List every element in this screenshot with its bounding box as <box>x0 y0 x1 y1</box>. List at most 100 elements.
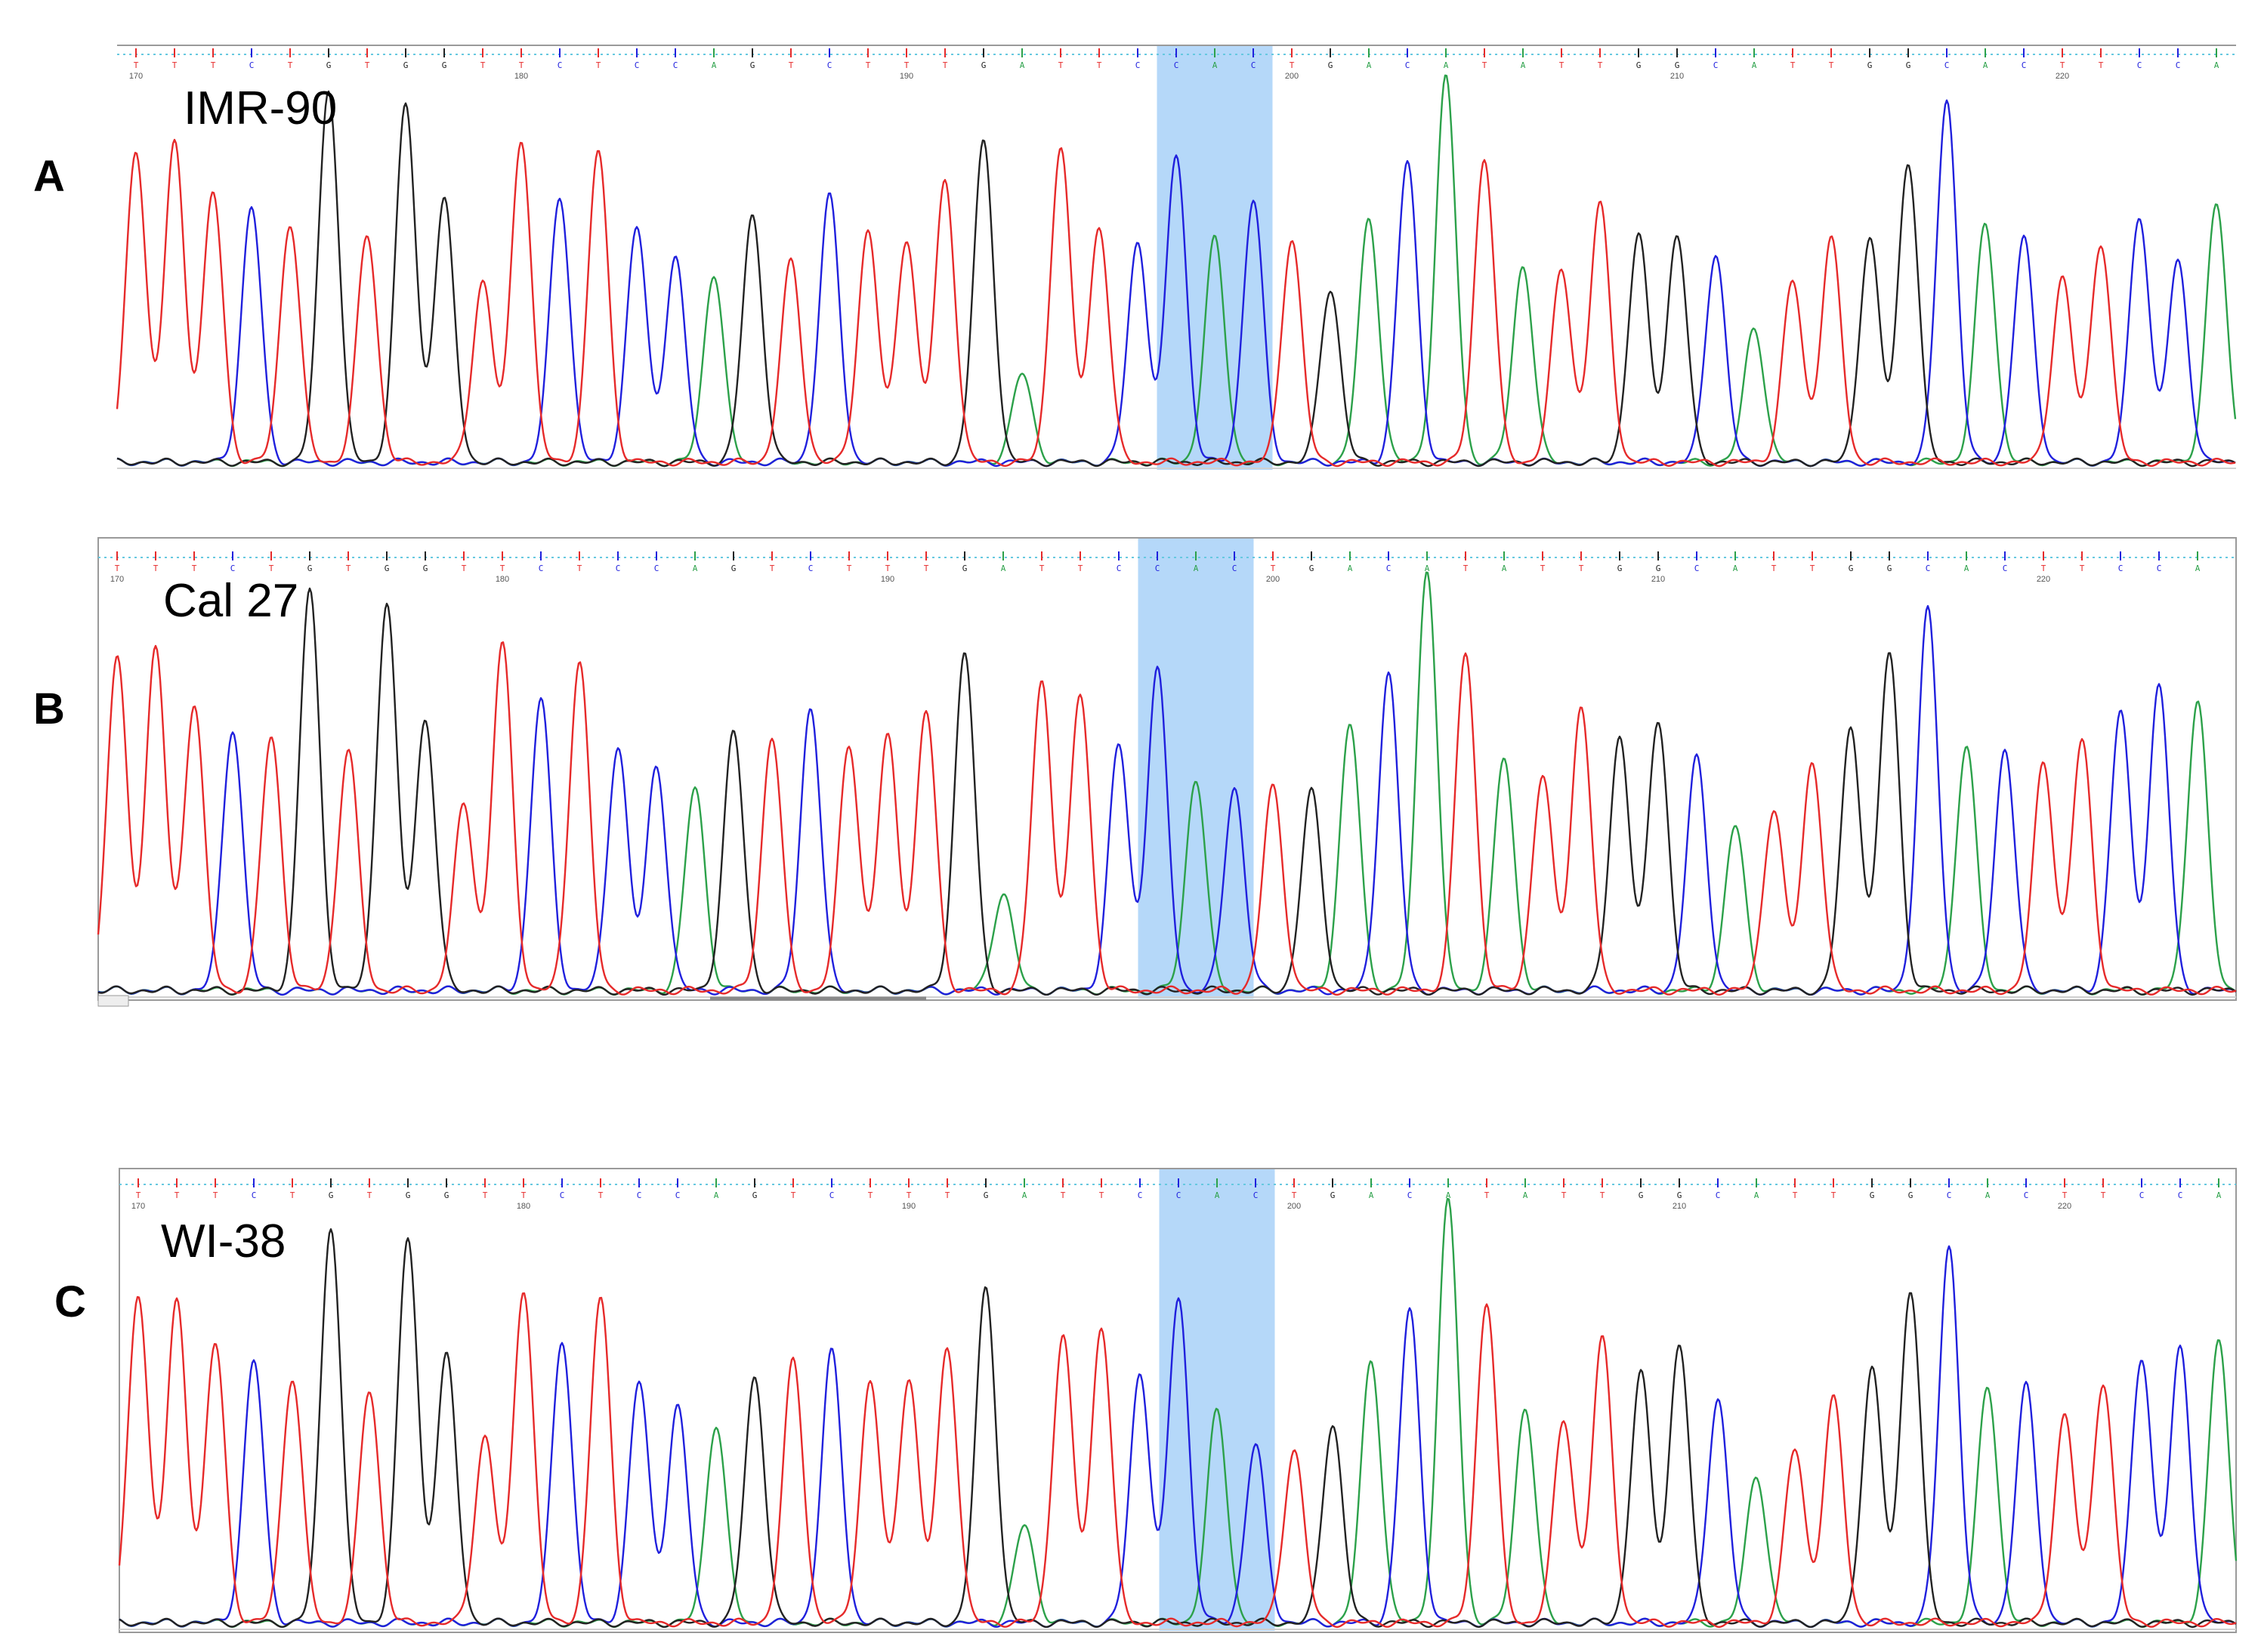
base-call-letter: T <box>192 564 197 573</box>
base-call-letter: T <box>1600 1190 1605 1200</box>
base-call-letter: A <box>1754 1190 1759 1200</box>
base-call-letter: C <box>1253 1190 1259 1200</box>
base-call-letter: A <box>714 1190 719 1200</box>
base-call-letter: C <box>2176 60 2181 70</box>
base-call-letter: G <box>962 564 968 573</box>
base-call-letter: G <box>1656 564 1661 573</box>
trace-c <box>116 99 2236 468</box>
base-call-letter: T <box>770 564 775 573</box>
base-call-letter: A <box>1502 564 1507 573</box>
base-call-letter: T <box>907 1190 912 1200</box>
base-call-letter: G <box>1906 60 1911 70</box>
base-call-letter: C <box>2137 60 2142 70</box>
scroll-left-button[interactable] <box>97 995 129 1007</box>
base-call-letter: T <box>1484 1190 1490 1200</box>
base-call-letter: T <box>1482 60 1487 70</box>
base-call-letter: T <box>596 60 601 70</box>
base-call-letter: C <box>1174 60 1179 70</box>
base-call-letter: C <box>2178 1190 2183 1200</box>
base-call-letter: T <box>2080 564 2085 573</box>
base-call-letter: T <box>367 1190 372 1200</box>
base-call-letter: T <box>945 1190 950 1200</box>
position-tick-label: 200 <box>1285 72 1299 81</box>
base-call-letter: C <box>829 1190 835 1200</box>
base-call-letter: T <box>847 564 852 573</box>
base-call-letter: T <box>2062 1190 2068 1200</box>
base-call-letter: C <box>1155 564 1160 573</box>
position-tick-label: 170 <box>129 72 143 81</box>
base-call-letter: T <box>1561 1190 1567 1200</box>
base-call-letter: C <box>1407 1190 1413 1200</box>
position-tick-label: 180 <box>496 575 509 584</box>
position-tick-label: 220 <box>2037 575 2050 584</box>
base-call-letter: T <box>1292 1190 1297 1200</box>
base-call-letter: C <box>1694 564 1700 573</box>
base-call-letter: G <box>1636 60 1642 70</box>
base-call-letter: A <box>1425 564 1430 573</box>
base-call-letter: C <box>1405 60 1410 70</box>
highlight-band <box>1157 45 1273 470</box>
base-call-letter: T <box>1793 1190 1798 1200</box>
base-call-letter: T <box>1061 1190 1066 1200</box>
base-call-letter: T <box>1810 564 1815 573</box>
panel-frame <box>97 537 2237 1001</box>
base-call-letter: C <box>1251 60 1256 70</box>
position-tick-label: 210 <box>1651 575 1665 584</box>
base-call-letter: G <box>1887 564 1892 573</box>
base-call-letter: T <box>1099 1190 1104 1200</box>
trace-g <box>116 90 2236 468</box>
base-call-letter: A <box>2214 60 2219 70</box>
base-call-letter: G <box>1908 1190 1914 1200</box>
base-call-letter: T <box>211 60 216 70</box>
base-call-letter: T <box>2060 60 2065 70</box>
base-call-letter: T <box>153 564 159 573</box>
base-call-letter: T <box>868 1190 873 1200</box>
base-call-letter: A <box>1348 564 1353 573</box>
base-call-letter: C <box>1176 1190 1181 1200</box>
base-call-letter: A <box>1020 60 1025 70</box>
base-call-letter: T <box>1540 564 1546 573</box>
base-call-letter: C <box>1138 1190 1143 1200</box>
base-call-letter: T <box>904 60 910 70</box>
base-call-letter: A <box>712 60 717 70</box>
base-call-letter: G <box>329 1190 334 1200</box>
base-call-letter: A <box>1983 60 1988 70</box>
base-call-letter: C <box>2139 1190 2145 1200</box>
base-call-letter: T <box>598 1190 604 1200</box>
base-call-letter: T <box>346 564 351 573</box>
base-call-letter: A <box>1523 1190 1528 1200</box>
base-call-letter: T <box>1771 564 1777 573</box>
base-call-letter: G <box>731 564 737 573</box>
base-call-letter: C <box>560 1190 565 1200</box>
base-call-letter: C <box>1117 564 1122 573</box>
base-call-letter: G <box>752 1190 758 1200</box>
base-call-letter: T <box>1598 60 1603 70</box>
base-call-letter: C <box>539 564 544 573</box>
base-call-letter: A <box>2216 1190 2222 1200</box>
base-call-letter: T <box>1097 60 1102 70</box>
base-call-letter: T <box>1790 60 1796 70</box>
base-call-letter: T <box>500 564 505 573</box>
base-call-letter: C <box>1713 60 1719 70</box>
base-call-letter: T <box>288 60 293 70</box>
base-call-letter: A <box>1733 564 1738 573</box>
position-tick-label: 220 <box>2058 1202 2071 1211</box>
position-tick-label: 180 <box>517 1202 530 1211</box>
base-call-letter: T <box>521 1190 527 1200</box>
base-call-letter: C <box>635 60 640 70</box>
base-call-letter: C <box>616 564 621 573</box>
position-tick-label: 210 <box>1670 72 1684 81</box>
base-call-letter: G <box>444 1190 449 1200</box>
base-call-letter: T <box>885 564 891 573</box>
base-call-letter: T <box>2101 1190 2106 1200</box>
base-call-letter: C <box>1135 60 1141 70</box>
trace-t <box>97 641 2237 996</box>
position-tick-label: 180 <box>514 72 528 81</box>
base-call-letter: A <box>1444 60 1449 70</box>
base-call-letter: A <box>1369 1190 1374 1200</box>
base-call-letter: C <box>827 60 832 70</box>
base-call-letter: T <box>213 1190 218 1200</box>
base-call-letter: A <box>1521 60 1526 70</box>
base-call-letter: G <box>1617 564 1623 573</box>
